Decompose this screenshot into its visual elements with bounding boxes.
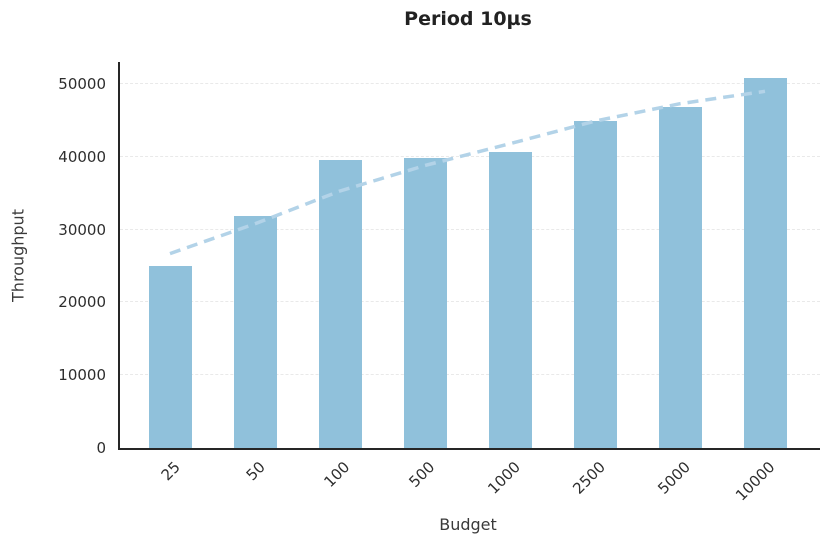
x-tick-label: 2500: [568, 458, 609, 498]
y-tick-label: 20000: [58, 293, 106, 312]
x-tick-label: 50: [242, 458, 269, 485]
bar: [403, 158, 447, 448]
x-axis-tick-labels: 25 50 100 500 1000 2500 5000 10000: [118, 448, 818, 508]
x-tick-label: 1000: [483, 458, 524, 498]
bar: [488, 151, 532, 448]
y-axis-tick-labels: 0 10000 20000 30000 40000 50000: [0, 62, 106, 457]
y-tick-label: 0: [96, 439, 106, 457]
gridline: [120, 83, 820, 84]
bar: [573, 121, 617, 448]
x-tick-label: 25: [157, 458, 184, 485]
gridline: [120, 228, 820, 230]
bar: [743, 78, 787, 448]
gridline: [120, 301, 820, 303]
bar: [233, 215, 277, 448]
chart-title: Period 10µs: [404, 8, 532, 30]
bar: [148, 266, 192, 448]
plot-area: [118, 62, 820, 450]
x-axis-label: Budget: [439, 515, 497, 534]
x-tick-label: 10000: [732, 458, 779, 505]
gridline: [120, 374, 820, 376]
y-tick-label: 50000: [58, 75, 106, 93]
bar: [658, 107, 702, 448]
y-tick-label: 30000: [58, 220, 106, 239]
bar: [318, 160, 362, 448]
y-tick-label: 10000: [58, 366, 106, 385]
gridline: [120, 155, 820, 157]
x-tick-label: 5000: [653, 458, 694, 498]
x-tick-label: 500: [405, 458, 439, 491]
trend-line: [169, 89, 766, 256]
x-tick-label: 100: [320, 458, 354, 491]
y-tick-label: 40000: [58, 147, 106, 166]
